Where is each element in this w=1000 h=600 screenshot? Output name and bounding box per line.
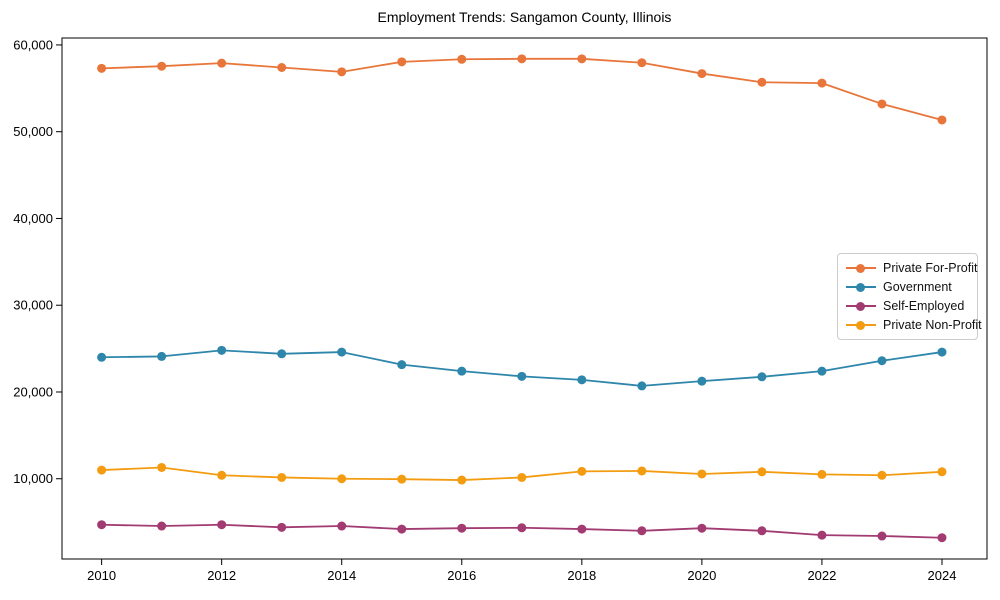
series-point-private-non-profit [157, 463, 166, 472]
series-point-government [577, 375, 586, 384]
legend-item-private-for-profit: Private For-Profit [846, 261, 973, 275]
series-point-private-non-profit [397, 475, 406, 484]
series-point-government [757, 372, 766, 381]
chart-title: Employment Trends: Sangamon County, Illi… [62, 9, 987, 25]
series-point-private-for-profit [97, 64, 106, 73]
series-point-self-employed [877, 532, 886, 541]
series-point-self-employed [397, 525, 406, 534]
series-point-private-for-profit [637, 58, 646, 67]
series-point-government [97, 353, 106, 362]
series-point-private-non-profit [217, 471, 226, 480]
series-point-government [157, 352, 166, 361]
series-point-private-non-profit [457, 476, 466, 485]
series-point-self-employed [937, 533, 946, 542]
series-point-private-non-profit [337, 474, 346, 483]
legend-label: Private For-Profit [883, 261, 977, 275]
series-point-private-for-profit [157, 62, 166, 71]
series-point-self-employed [517, 523, 526, 532]
legend: Private For-Profit Government Self-Emplo… [837, 253, 978, 340]
series-point-private-non-profit [937, 467, 946, 476]
series-point-private-for-profit [277, 63, 286, 72]
series-point-self-employed [217, 520, 226, 529]
series-point-self-employed [157, 522, 166, 531]
legend-item-self-employed: Self-Employed [846, 299, 973, 313]
series-point-private-non-profit [637, 466, 646, 475]
series-point-private-for-profit [877, 99, 886, 108]
series-point-private-for-profit [577, 54, 586, 63]
series-point-self-employed [337, 522, 346, 531]
x-tick-label: 2010 [87, 568, 116, 583]
series-point-self-employed [697, 524, 706, 533]
x-tick-label: 2014 [327, 568, 356, 583]
x-tick-label: 2012 [207, 568, 236, 583]
series-point-private-for-profit [397, 57, 406, 66]
y-tick-label: 20,000 [13, 384, 53, 399]
series-point-self-employed [817, 531, 826, 540]
series-point-private-for-profit [697, 69, 706, 78]
series-point-private-for-profit [817, 79, 826, 88]
series-point-self-employed [637, 526, 646, 535]
legend-marker-line-dot-icon [846, 301, 876, 311]
series-point-private-non-profit [97, 466, 106, 475]
legend-label: Government [883, 280, 952, 294]
legend-marker-line-dot-icon [846, 263, 876, 273]
series-point-private-for-profit [937, 115, 946, 124]
series-point-private-non-profit [757, 467, 766, 476]
series-point-self-employed [577, 525, 586, 534]
series-point-private-non-profit [517, 473, 526, 482]
series-point-private-non-profit [817, 470, 826, 479]
legend-marker-line-dot-icon [846, 320, 876, 330]
series-point-private-for-profit [217, 59, 226, 68]
series-point-private-non-profit [577, 467, 586, 476]
series-point-government [817, 367, 826, 376]
series-point-private-for-profit [517, 54, 526, 63]
series-point-private-non-profit [697, 469, 706, 478]
series-point-government [457, 367, 466, 376]
series-point-private-non-profit [877, 471, 886, 480]
x-tick-label: 2018 [567, 568, 596, 583]
series-point-self-employed [97, 520, 106, 529]
x-tick-label: 2022 [807, 568, 836, 583]
series-point-private-non-profit [277, 473, 286, 482]
series-point-self-employed [757, 526, 766, 535]
legend-label: Self-Employed [883, 299, 964, 313]
y-tick-label: 50,000 [13, 124, 53, 139]
series-point-private-for-profit [457, 55, 466, 64]
series-point-government [397, 360, 406, 369]
legend-item-private-non-profit: Private Non-Profit [846, 318, 973, 332]
series-point-private-for-profit [757, 78, 766, 87]
y-tick-label: 60,000 [13, 37, 53, 52]
series-point-self-employed [457, 524, 466, 533]
figure: 10,000 20,000 30,000 40,000 50,000 60,000 2010… [0, 0, 1000, 600]
y-tick-label: 40,000 [13, 211, 53, 226]
series-point-government [937, 348, 946, 357]
series-point-government [697, 377, 706, 386]
series-point-government [277, 349, 286, 358]
series-point-government [517, 372, 526, 381]
y-tick-label: 10,000 [13, 471, 53, 486]
series-point-government [337, 348, 346, 357]
series-point-government [877, 356, 886, 365]
series-point-private-for-profit [337, 67, 346, 76]
y-tick-label: 30,000 [13, 298, 53, 313]
legend-marker-line-dot-icon [846, 282, 876, 292]
series-line-private-for-profit [102, 59, 942, 120]
legend-item-government: Government [846, 280, 973, 294]
x-tick-label: 2016 [447, 568, 476, 583]
series-point-government [637, 381, 646, 390]
legend-label: Private Non-Profit [883, 318, 982, 332]
x-tick-label: 2020 [687, 568, 716, 583]
x-tick-label: 2024 [928, 568, 957, 583]
series-point-government [217, 346, 226, 355]
series-point-self-employed [277, 523, 286, 532]
